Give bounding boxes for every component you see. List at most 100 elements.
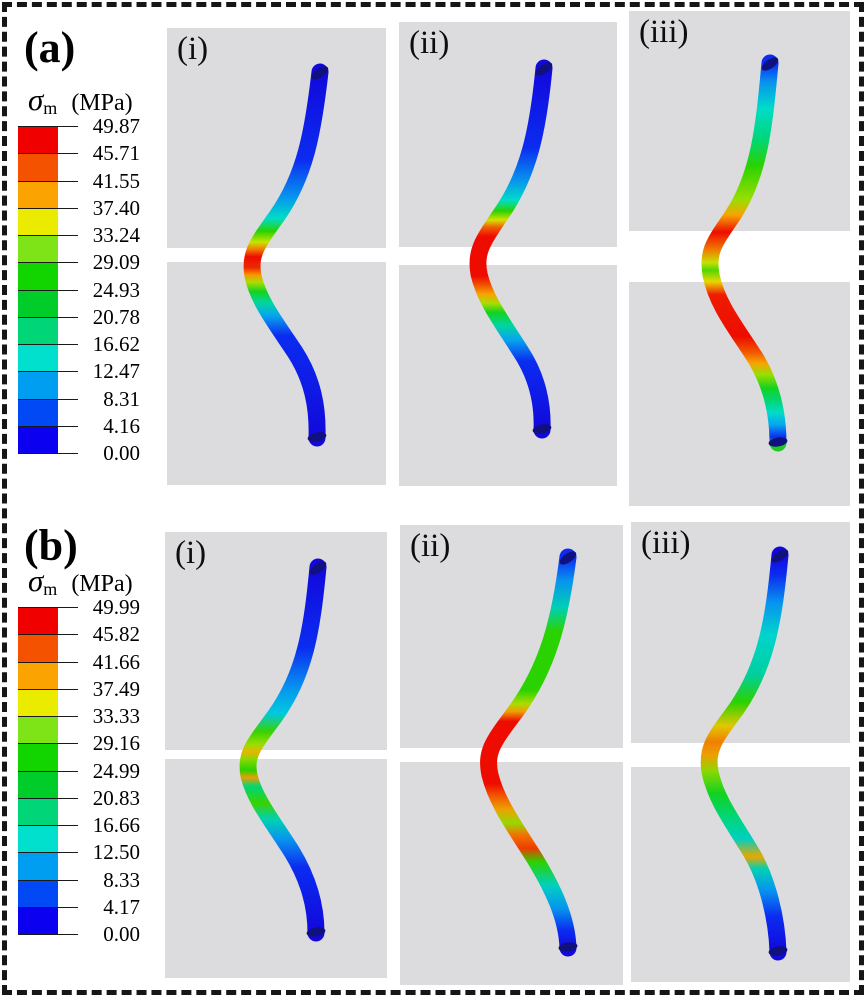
subfigure-label: (iii) bbox=[641, 525, 691, 561]
tick-line bbox=[18, 289, 78, 291]
stress-contour-tube bbox=[469, 59, 553, 439]
subfigure-label: (ii) bbox=[409, 25, 450, 61]
colorbar-band bbox=[18, 879, 58, 907]
panel-label: (b) bbox=[24, 521, 78, 570]
legend-title: σm (MPa) bbox=[28, 84, 133, 117]
subfigure-label: (iii) bbox=[639, 14, 689, 50]
colorbar-band bbox=[18, 425, 58, 453]
tick-label: 24.93 bbox=[92, 277, 140, 302]
lower-segment-block bbox=[400, 762, 623, 985]
tick-line bbox=[18, 453, 78, 454]
subfigure-label: (i) bbox=[177, 31, 209, 67]
tick-label: 41.66 bbox=[92, 649, 140, 674]
tick-label: 29.09 bbox=[92, 250, 140, 275]
colorbar-band bbox=[18, 743, 58, 771]
tick-line bbox=[18, 825, 78, 826]
colorbar-band bbox=[18, 289, 58, 317]
tube-top-end-cap bbox=[761, 57, 779, 71]
colorbar-band bbox=[18, 770, 58, 798]
colorbar-band bbox=[18, 262, 58, 290]
tick-label: 49.99 bbox=[92, 595, 140, 619]
colorbar-band bbox=[18, 797, 58, 825]
colorbar-band bbox=[18, 607, 58, 635]
tick-label: 0.00 bbox=[103, 922, 140, 946]
tick-line bbox=[18, 716, 78, 717]
colorbar-band bbox=[18, 235, 58, 263]
tick-line bbox=[18, 316, 78, 318]
tick-label: 8.31 bbox=[103, 386, 140, 411]
colorbar-band bbox=[18, 344, 58, 372]
tick-label: 4.16 bbox=[103, 413, 140, 438]
tick-line bbox=[18, 852, 78, 854]
colorbar-band bbox=[18, 716, 58, 744]
lower-segment-block bbox=[631, 767, 850, 982]
tick-line bbox=[18, 262, 78, 264]
tick-line bbox=[18, 153, 78, 155]
tick-label: 20.78 bbox=[92, 304, 140, 329]
tube-body bbox=[480, 548, 577, 957]
legend-title: σm (MPa) bbox=[28, 565, 133, 598]
tick-line bbox=[18, 743, 78, 745]
tick-line bbox=[18, 688, 78, 690]
tube-body bbox=[239, 558, 327, 942]
tick-label: 37.49 bbox=[92, 676, 140, 701]
tube-top-end-cap bbox=[771, 549, 789, 563]
tick-label: 49.87 bbox=[92, 114, 140, 138]
tube-top-end-cap bbox=[559, 551, 577, 565]
colorbar bbox=[18, 607, 58, 934]
tick-label: 8.33 bbox=[103, 867, 140, 892]
tick-line bbox=[18, 235, 78, 236]
tick-line bbox=[18, 797, 78, 799]
subfigure-a-2: (ii) bbox=[399, 22, 617, 486]
tick-line bbox=[18, 344, 78, 345]
stress-unit: (MPa) bbox=[71, 571, 133, 597]
tick-label: 12.47 bbox=[92, 359, 140, 384]
tick-line bbox=[18, 906, 78, 908]
colorbar-legend: 49.99 45.82 41.66 37.49 33.33 29.16 24.99 20.83… bbox=[18, 596, 160, 945]
tick-label: 20.83 bbox=[92, 785, 140, 810]
colorbar-band bbox=[18, 316, 58, 344]
tick-line bbox=[18, 634, 78, 636]
stress-symbol: σm bbox=[28, 563, 58, 600]
lower-segment-block bbox=[165, 759, 387, 978]
subfigure-b-3: (iii) bbox=[631, 522, 850, 982]
colorbar-band bbox=[18, 688, 58, 716]
tube-bottom-end-cap bbox=[768, 437, 788, 447]
tube-bottom-end-cap bbox=[768, 946, 788, 956]
tick-line bbox=[18, 398, 78, 400]
tick-line bbox=[18, 207, 78, 209]
tick-line bbox=[18, 371, 78, 373]
tube-bottom-end-cap bbox=[558, 942, 578, 952]
tick-label: 45.71 bbox=[92, 141, 140, 166]
tick-label: 33.24 bbox=[92, 223, 140, 247]
stress-unit: (MPa) bbox=[71, 90, 133, 116]
colorbar-band bbox=[18, 398, 58, 426]
tick-line bbox=[18, 425, 78, 427]
lower-segment-block bbox=[399, 265, 617, 486]
tube-bottom-end-cap bbox=[307, 432, 327, 442]
panel-label: (a) bbox=[24, 23, 76, 72]
tick-label: 24.99 bbox=[92, 758, 140, 783]
stress-contour-tube bbox=[700, 546, 789, 961]
tube-bottom-end-cap bbox=[532, 424, 552, 434]
colorbar-legend: 49.87 45.71 41.55 37.40 33.24 29.09 24.93 20.78… bbox=[18, 115, 160, 464]
tick-line bbox=[18, 770, 78, 772]
subfigure-label: (i) bbox=[175, 535, 207, 571]
subfigure-a-3: (iii) bbox=[629, 11, 850, 506]
tick-line bbox=[18, 180, 78, 182]
tick-label: 37.40 bbox=[92, 195, 140, 220]
tube-body bbox=[243, 63, 329, 447]
colorbar-band bbox=[18, 126, 58, 154]
stress-contour-tube bbox=[243, 63, 329, 447]
tick-line bbox=[18, 607, 78, 608]
colorbar-band bbox=[18, 634, 58, 662]
tick-label: 29.16 bbox=[92, 731, 140, 756]
lower-segment-block bbox=[167, 262, 386, 485]
colorbar bbox=[18, 126, 58, 453]
tick-label: 33.33 bbox=[92, 704, 140, 728]
tick-label: 16.62 bbox=[92, 332, 140, 356]
tube-body bbox=[469, 59, 553, 439]
stress-symbol: σm bbox=[28, 82, 58, 119]
tube-bottom-end-cap bbox=[306, 927, 326, 937]
